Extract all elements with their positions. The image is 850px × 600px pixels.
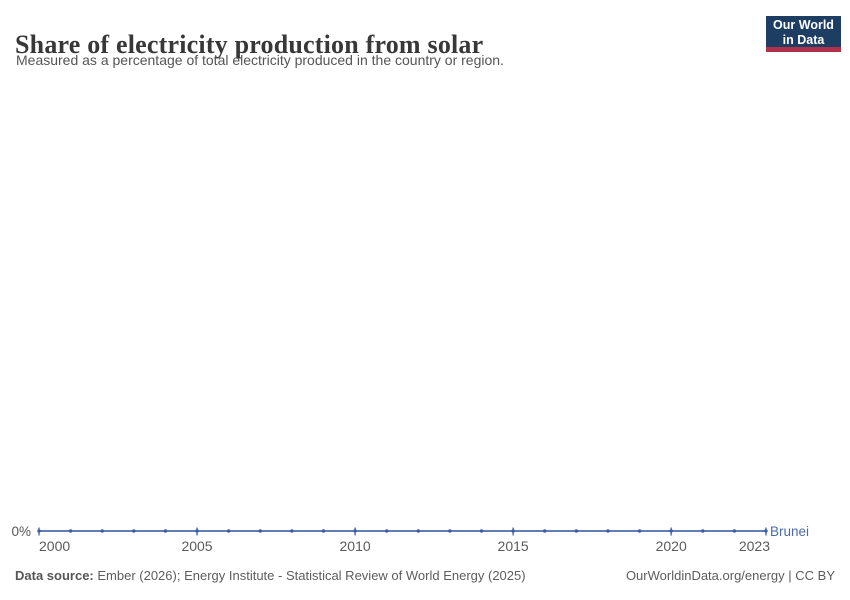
owid-logo[interactable]: Our World in Data bbox=[766, 16, 841, 52]
chart-title: Share of electricity production from sol… bbox=[15, 30, 484, 60]
data-point[interactable] bbox=[606, 529, 610, 533]
data-point[interactable] bbox=[68, 529, 73, 533]
chart-footer: Data source: Ember (2026); Energy Instit… bbox=[15, 568, 835, 583]
x-tick-label: 2000 bbox=[39, 538, 71, 554]
x-tick-label: 2020 bbox=[655, 538, 687, 554]
data-point[interactable] bbox=[448, 529, 452, 533]
data-point[interactable] bbox=[37, 529, 41, 533]
data-point[interactable] bbox=[195, 529, 199, 533]
data-point[interactable] bbox=[764, 529, 768, 533]
data-point[interactable] bbox=[226, 529, 231, 533]
x-axis: 2000 2005 2010 2015 2020 2023 bbox=[0, 538, 850, 556]
attribution-link[interactable]: OurWorldinData.org/energy | CC BY bbox=[625, 568, 835, 583]
x-tick-label: 2005 bbox=[181, 538, 213, 554]
chart-subtitle: Measured as a percentage of total electr… bbox=[16, 52, 504, 68]
owid-logo-line1: Our World bbox=[773, 18, 834, 32]
x-tick-label: 2010 bbox=[339, 538, 371, 554]
data-point[interactable] bbox=[384, 529, 389, 533]
x-tick-label: 2015 bbox=[497, 538, 529, 554]
data-point[interactable] bbox=[511, 529, 515, 533]
data-source-note: Data source: Ember (2026); Energy Instit… bbox=[15, 568, 526, 583]
x-tick-label: 2023 bbox=[738, 538, 770, 554]
data-point[interactable] bbox=[574, 529, 579, 533]
data-point[interactable] bbox=[637, 529, 642, 533]
y-axis-tick-label: 0% bbox=[11, 524, 31, 539]
data-point[interactable] bbox=[290, 529, 294, 533]
entity-label[interactable]: Brunei bbox=[770, 524, 810, 539]
data-point[interactable] bbox=[321, 529, 326, 533]
data-point[interactable] bbox=[132, 529, 136, 533]
data-point[interactable] bbox=[353, 529, 357, 533]
data-point[interactable] bbox=[701, 529, 705, 533]
data-point[interactable] bbox=[543, 529, 547, 533]
data-point[interactable] bbox=[479, 529, 484, 533]
data-point[interactable] bbox=[163, 529, 168, 533]
data-source-label: Data source: bbox=[15, 568, 94, 583]
data-point[interactable] bbox=[416, 529, 421, 533]
data-point[interactable] bbox=[258, 529, 262, 533]
data-source-text: Ember (2026); Energy Institute - Statist… bbox=[93, 568, 526, 583]
owid-logo-line2: in Data bbox=[782, 32, 825, 47]
data-point[interactable] bbox=[669, 529, 673, 533]
data-point[interactable] bbox=[100, 529, 104, 533]
data-point[interactable] bbox=[732, 529, 737, 533]
